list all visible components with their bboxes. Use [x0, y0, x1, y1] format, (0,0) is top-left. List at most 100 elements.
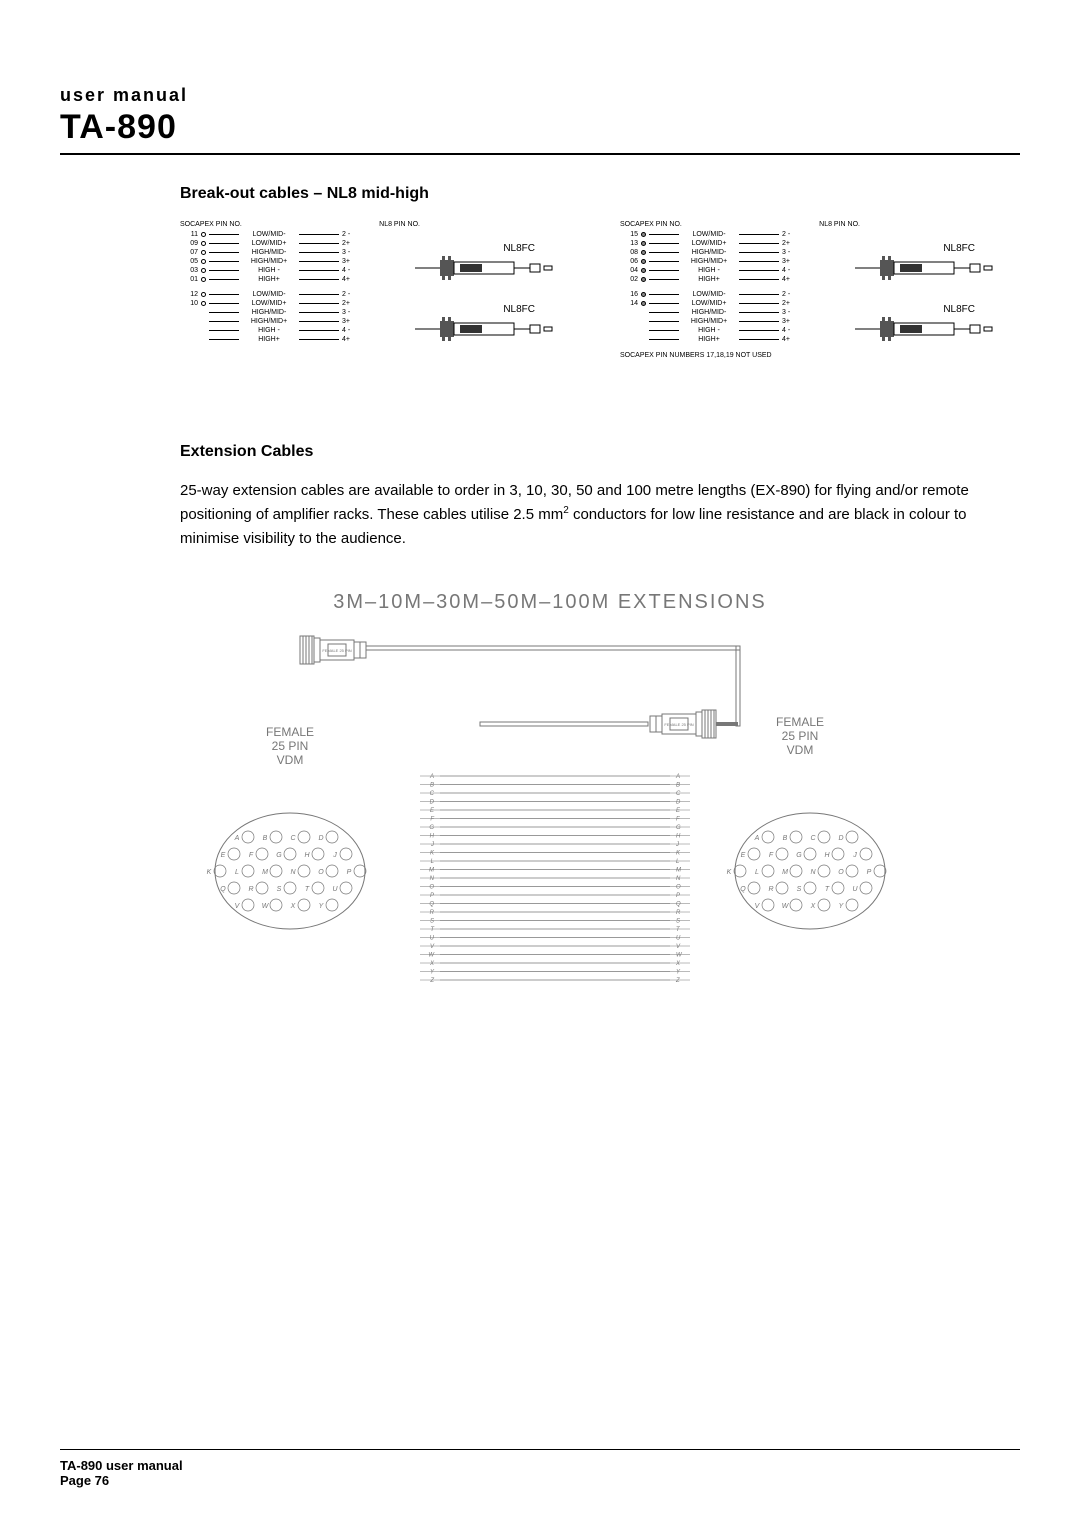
svg-text:H: H [304, 852, 310, 859]
svg-text:D: D [318, 835, 323, 842]
svg-text:J: J [332, 852, 337, 859]
svg-text:A: A [429, 774, 434, 780]
svg-text:Y: Y [319, 903, 325, 910]
svg-text:L: L [431, 859, 434, 865]
col-socapex-label: SOCAPEX PIN NO. [620, 221, 700, 228]
nl8fc-label: NL8FC [855, 243, 1015, 254]
svg-text:C: C [810, 835, 816, 842]
svg-text:E: E [221, 852, 226, 859]
svg-text:S: S [797, 886, 802, 893]
page-header: user manual TA-890 [60, 85, 1020, 155]
svg-text:Y: Y [839, 903, 845, 910]
nl8fc-label: NL8FC [855, 304, 1015, 315]
svg-text:H: H [824, 852, 830, 859]
header-supertitle: user manual [60, 85, 1020, 106]
section1-heading: Break-out cables – NL8 mid-high [180, 185, 1020, 203]
svg-text:V: V [430, 944, 435, 950]
svg-text:K: K [430, 851, 435, 857]
pin-line: 12LOW/MID-2 - [180, 290, 580, 299]
svg-text:L: L [676, 859, 679, 865]
svg-text:W: W [428, 953, 435, 959]
svg-text:Q: Q [740, 886, 746, 893]
extension-diagram: 3M–10M–30M–50M–100M EXTENSIONS FEMALE 25… [180, 591, 920, 1006]
nl8fc-connector-icon [415, 256, 565, 280]
svg-text:25 PIN: 25 PIN [782, 729, 819, 743]
svg-text:A: A [234, 835, 240, 842]
svg-text:F: F [249, 852, 254, 859]
svg-text:K: K [727, 869, 732, 876]
svg-text:O: O [676, 885, 681, 891]
header-model: TA-890 [60, 108, 1020, 147]
svg-text:E: E [676, 808, 681, 814]
breakout-left: SOCAPEX PIN NO. NL8 PIN NO. 11LOW/MID-2 … [180, 221, 580, 359]
extension-svg: FEMALE 25 PINFEMALE 25 PINFEMALEFEMALE25… [180, 626, 920, 1006]
svg-text:A: A [754, 835, 760, 842]
nl8fc-label: NL8FC [415, 243, 575, 254]
svg-text:V: V [755, 903, 761, 910]
svg-text:B: B [430, 783, 434, 789]
svg-text:N: N [430, 876, 435, 882]
svg-text:T: T [825, 886, 830, 893]
svg-text:R: R [248, 886, 253, 893]
svg-text:G: G [276, 852, 282, 859]
socapex-note: SOCAPEX PIN NUMBERS 17,18,19 NOT USED [620, 352, 1020, 359]
svg-text:V: V [676, 944, 681, 950]
svg-text:M: M [262, 869, 268, 876]
svg-text:D: D [838, 835, 843, 842]
svg-text:U: U [676, 936, 681, 942]
svg-text:W: W [262, 903, 270, 910]
svg-text:U: U [852, 886, 858, 893]
svg-text:W: W [676, 953, 683, 959]
svg-text:D: D [430, 800, 435, 806]
svg-text:A: A [675, 774, 680, 780]
svg-text:N: N [290, 869, 296, 876]
svg-text:N: N [810, 869, 816, 876]
svg-text:Y: Y [430, 970, 435, 976]
svg-text:FEMALE 25 PIN: FEMALE 25 PIN [322, 648, 351, 653]
svg-text:B: B [676, 783, 680, 789]
footer-line2: Page 76 [60, 1473, 1020, 1488]
svg-text:L: L [235, 869, 239, 876]
svg-text:O: O [429, 885, 434, 891]
svg-text:H: H [430, 834, 435, 840]
svg-text:E: E [741, 852, 746, 859]
svg-text:U: U [332, 886, 338, 893]
svg-text:O: O [318, 869, 324, 876]
svg-text:P: P [347, 869, 352, 876]
svg-text:Y: Y [676, 970, 681, 976]
col-socapex-label: SOCAPEX PIN NO. [180, 221, 260, 228]
svg-text:FEMALE 25 PIN: FEMALE 25 PIN [664, 722, 693, 727]
svg-text:J: J [430, 842, 435, 848]
svg-text:M: M [782, 869, 788, 876]
svg-text:P: P [676, 893, 680, 899]
nl8fc-label: NL8FC [415, 304, 575, 315]
svg-text:S: S [430, 919, 434, 925]
svg-text:U: U [430, 936, 435, 942]
svg-text:X: X [675, 961, 681, 967]
svg-text:T: T [305, 886, 310, 893]
svg-text:F: F [430, 817, 434, 823]
col-nl8-label: NL8 PIN NO. [800, 221, 860, 228]
svg-text:R: R [676, 910, 681, 916]
svg-text:X: X [429, 961, 435, 967]
svg-text:T: T [430, 927, 435, 933]
svg-text:Z: Z [429, 978, 434, 984]
svg-text:R: R [430, 910, 435, 916]
svg-text:P: P [430, 893, 434, 899]
pin-line: 11LOW/MID-2 - [180, 230, 580, 239]
svg-text:N: N [676, 876, 681, 882]
svg-text:Q: Q [676, 902, 681, 908]
nl8fc-connector-icon [415, 317, 565, 341]
svg-text:B: B [263, 835, 268, 842]
svg-text:J: J [675, 842, 680, 848]
svg-text:G: G [429, 825, 434, 831]
svg-text:O: O [838, 869, 844, 876]
svg-text:B: B [783, 835, 788, 842]
svg-text:Q: Q [220, 886, 226, 893]
svg-text:M: M [676, 868, 681, 874]
pin-line: 16LOW/MID-2 - [620, 290, 1020, 299]
svg-text:Q: Q [429, 902, 434, 908]
footer-line1: TA-890 user manual [60, 1458, 1020, 1473]
svg-text:S: S [676, 919, 680, 925]
svg-text:F: F [676, 817, 680, 823]
